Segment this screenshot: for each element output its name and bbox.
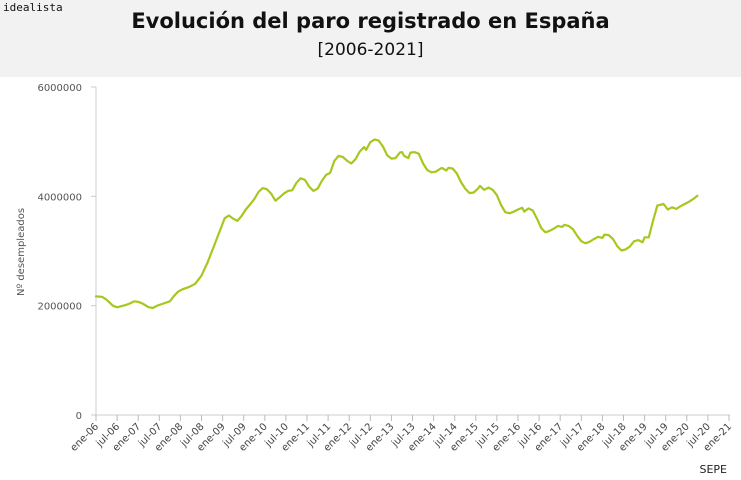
x-axis: ene-06jul-06ene-07jul-07ene-08jul-08ene-… bbox=[69, 414, 734, 454]
series-line bbox=[94, 138, 699, 309]
series-layer bbox=[94, 138, 699, 309]
y-tick-label: 0 bbox=[76, 411, 82, 422]
y-axis: 0 2000000 4000000 6000000 bbox=[37, 83, 97, 422]
chart-header: idealista Evolución del paro registrado … bbox=[0, 0, 741, 77]
source-label: SEPE bbox=[699, 463, 727, 476]
x-tick-label: ene-06 bbox=[69, 421, 102, 454]
chart-subtitle: [2006-2021] bbox=[317, 40, 424, 60]
y-tick-label: 2000000 bbox=[37, 302, 82, 313]
y-tick-label: 4000000 bbox=[37, 192, 82, 203]
y-axis-label: Nº desempleados bbox=[16, 208, 27, 296]
brand-logo: idealista bbox=[3, 1, 63, 14]
chart-title: Evolución del paro registrado en España bbox=[131, 9, 610, 33]
y-tick-label: 6000000 bbox=[37, 83, 82, 94]
